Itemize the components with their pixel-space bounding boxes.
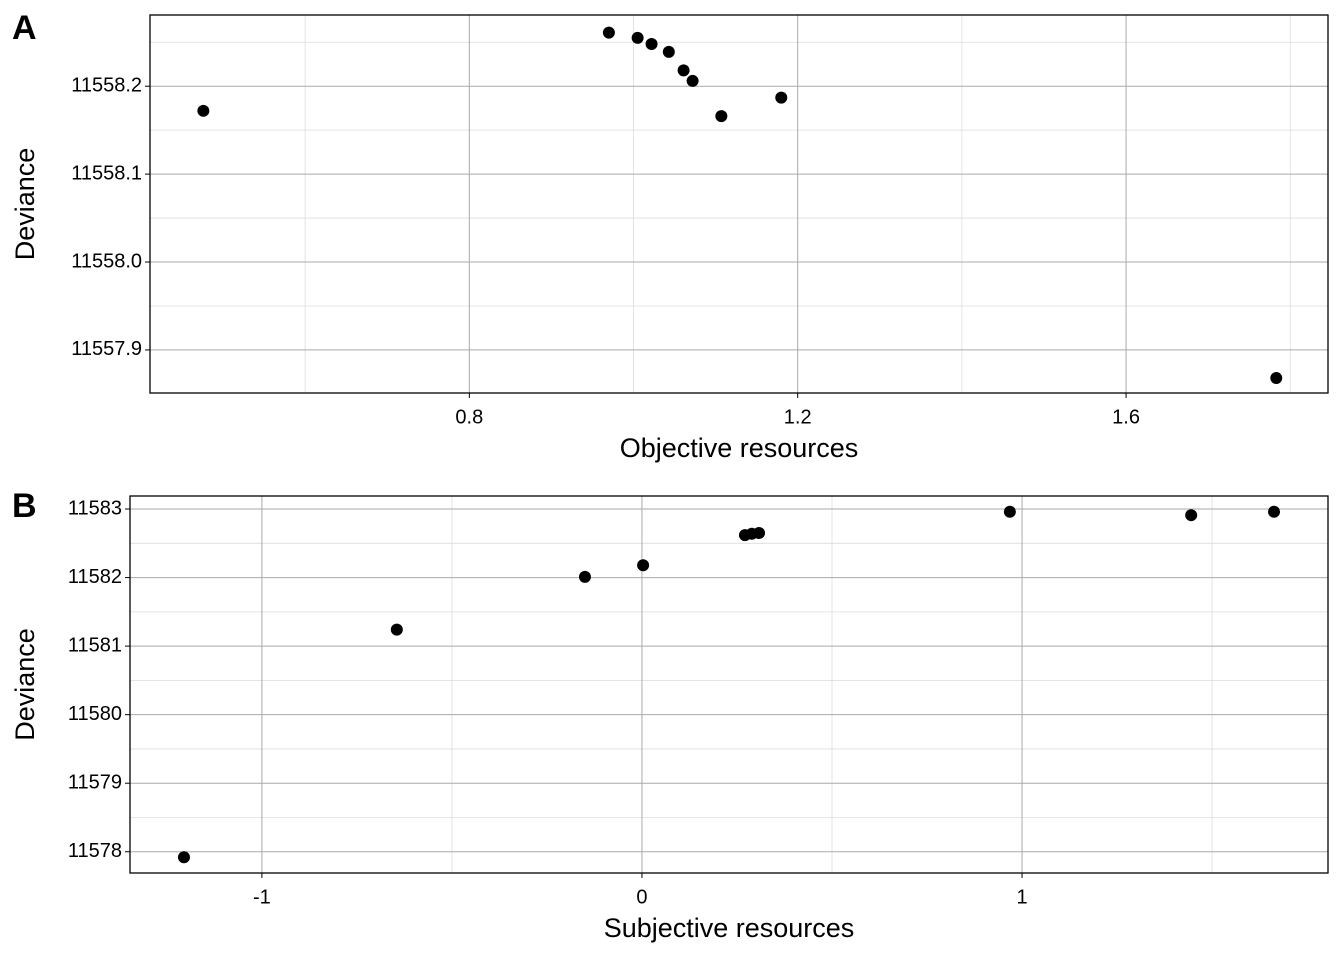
y-tick-label: 11580 <box>68 703 122 725</box>
plot-border <box>129 495 1329 874</box>
x-axis-title: Subjective resources <box>604 913 855 943</box>
x-tick-label: 1 <box>1016 886 1027 908</box>
point <box>197 104 210 117</box>
point <box>1185 509 1198 522</box>
y-tick-label: 11558.1 <box>71 162 142 184</box>
x-tick-label: -1 <box>253 886 271 908</box>
point <box>1268 505 1281 518</box>
point <box>1270 372 1283 385</box>
point <box>715 110 728 123</box>
point <box>390 623 403 636</box>
point <box>753 527 766 540</box>
point <box>677 64 690 77</box>
x-tick-label: 1.6 <box>1112 406 1140 428</box>
y-tick-label: 11583 <box>68 497 122 519</box>
point <box>662 45 675 58</box>
point <box>637 559 650 572</box>
y-tick-label: 11558.0 <box>71 250 142 272</box>
plot-border <box>149 14 1329 394</box>
y-axis-title: Deviance <box>10 148 40 261</box>
y-tick-label: 11579 <box>68 771 122 793</box>
point <box>686 74 699 87</box>
y-tick-label: 11581 <box>68 634 122 656</box>
point <box>1003 505 1016 518</box>
point <box>645 38 658 51</box>
y-tick-label: 11582 <box>68 566 122 588</box>
y-tick-label: 11557.9 <box>71 338 142 360</box>
point <box>602 26 615 39</box>
panel-label: B <box>12 487 37 525</box>
y-axis-title: Deviance <box>10 628 40 741</box>
x-tick-label: 0 <box>636 886 647 908</box>
point <box>177 851 190 864</box>
y-tick-label: 11578 <box>68 840 122 862</box>
y-tick-label: 11558.2 <box>71 74 142 96</box>
point <box>775 91 788 104</box>
point <box>631 31 644 44</box>
panel-label: A <box>12 9 37 47</box>
point <box>578 570 591 583</box>
x-tick-label: 1.2 <box>784 406 812 428</box>
x-axis-title: Objective resources <box>620 433 859 463</box>
x-tick-label: 0.8 <box>455 406 483 428</box>
